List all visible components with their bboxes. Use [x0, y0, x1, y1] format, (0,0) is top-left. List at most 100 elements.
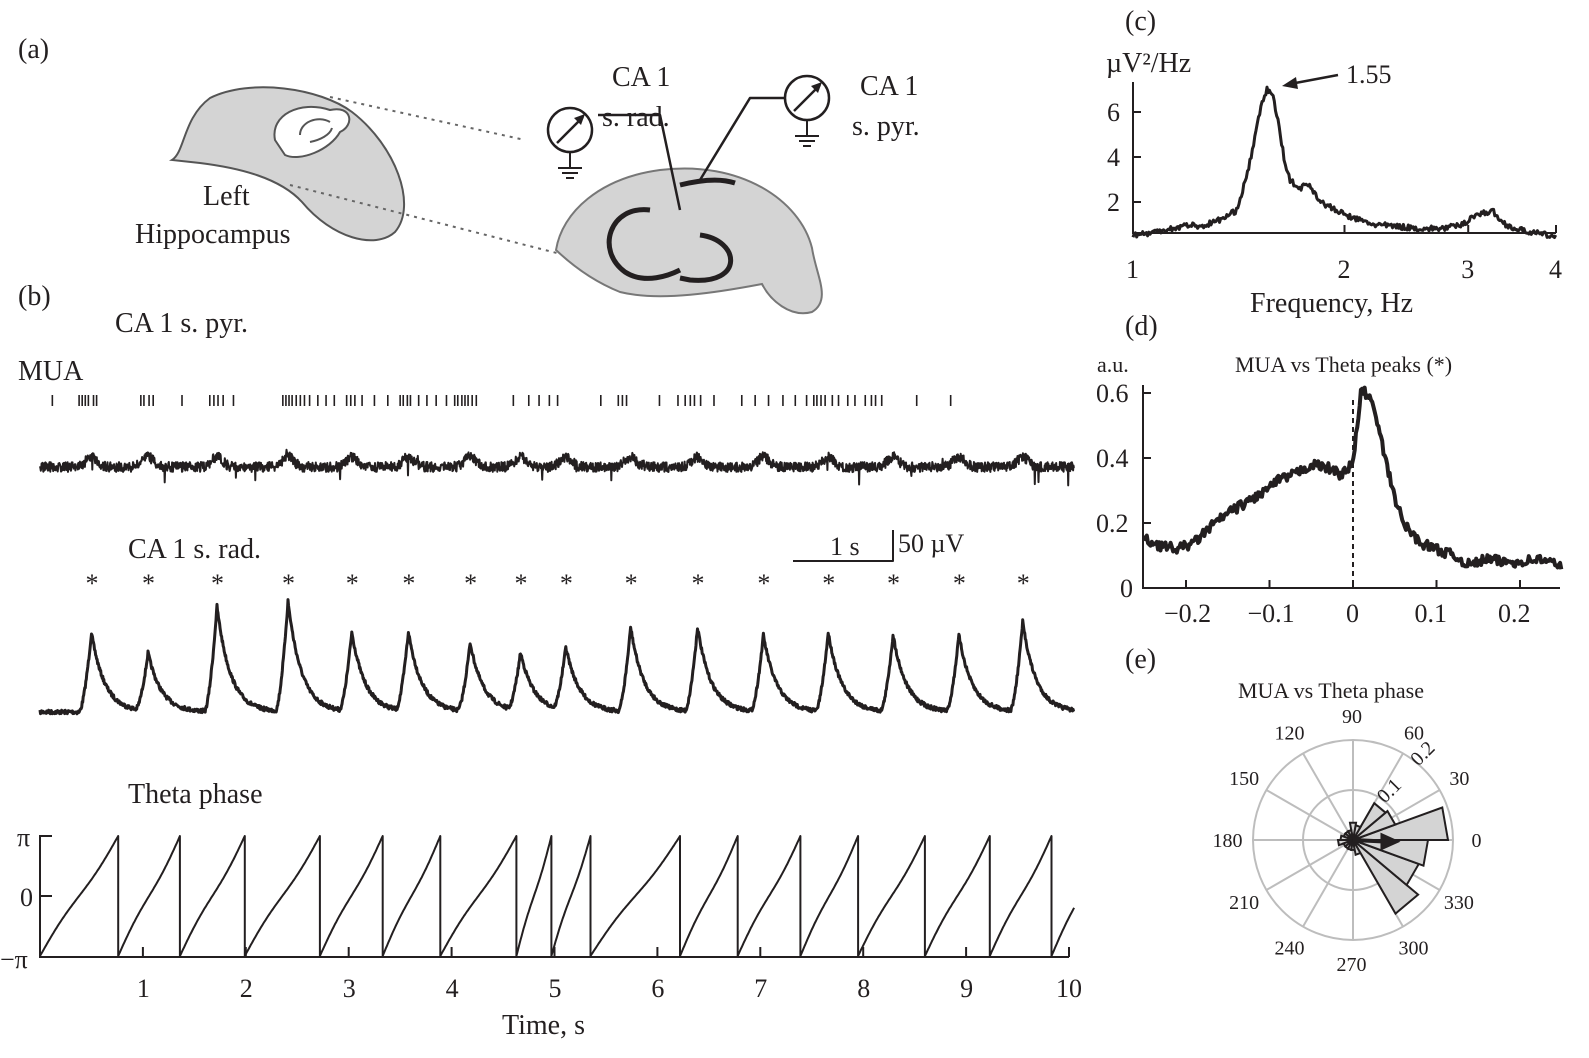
spectrum-xtick-label: 2 — [1338, 255, 1351, 284]
crosscorr-xtick-label: 0.2 — [1498, 599, 1531, 628]
polar-angle-label: 300 — [1399, 937, 1429, 959]
panel-d-label: (d) — [1125, 311, 1158, 342]
rad-lfp-trace — [38, 598, 1076, 716]
scale-bar: 1 s 50 µV — [793, 529, 964, 562]
left-label: Left — [203, 181, 250, 212]
spectrum-xtick-label: 3 — [1461, 255, 1474, 284]
theta-peak-asterisk: * — [282, 569, 295, 598]
theta-peak-asterisk: * — [692, 569, 705, 598]
crosscorr-xtick-label: −0.2 — [1164, 599, 1211, 628]
theta-peak-asterisk: * — [560, 569, 573, 598]
mua-label: MUA — [18, 356, 84, 387]
electrode-rad-label-1: CA 1 — [612, 62, 670, 93]
phase-ytick-0: 0 — [20, 883, 33, 912]
spectrum-ytick-label: 4 — [1107, 143, 1120, 172]
polar-angle-label: 90 — [1342, 706, 1362, 728]
theta-phase-trace — [39, 835, 1075, 957]
scale-time-label: 1 s — [830, 532, 860, 561]
theta-peak-asterisk: * — [757, 569, 770, 598]
polar-angle-label: 210 — [1229, 892, 1259, 914]
theta-peak-asterisk: * — [142, 569, 155, 598]
hippocampus-label: Hippocampus — [135, 219, 291, 250]
time-tick-label: 3 — [343, 974, 356, 1003]
theta-peak-markers: * * * * * * * * * * * * * * * * — [85, 569, 1029, 598]
theta-peak-asterisk: * — [953, 569, 966, 598]
polar-angle-label: 0 — [1472, 830, 1482, 852]
polar-angle-label: 240 — [1275, 937, 1305, 959]
phase-ytick-minus-pi: −π — [0, 945, 28, 974]
mean-vector-arrow-icon — [1380, 832, 1401, 851]
electrode-rad-icon — [546, 106, 594, 179]
polar-angle-label: 120 — [1275, 723, 1305, 745]
polar-angle-label: 330 — [1444, 892, 1474, 914]
crosscorr-ytick-label: 0.4 — [1096, 444, 1129, 473]
time-tick-label: 5 — [549, 974, 562, 1003]
crosscorr-xtick-label: 0.1 — [1415, 599, 1448, 628]
polar-title: MUA vs Theta phase — [1238, 678, 1424, 703]
crosscorr-ytick-label: 0.2 — [1096, 509, 1129, 538]
crosscorr-ticks: −0.2 −0.1 0 0.1 0.2 0 0.2 0.4 0.6 — [1096, 379, 1531, 628]
time-tick-label: 1 — [137, 974, 150, 1003]
polar-spoke — [1302, 752, 1354, 841]
theta-peak-asterisk: * — [515, 569, 528, 598]
phase-axis — [39, 835, 1069, 958]
polar-spoke — [1265, 789, 1354, 841]
polar-angle-label: 270 — [1337, 954, 1367, 976]
theta-peak-asterisk: * — [887, 569, 900, 598]
theta-peak-asterisk: * — [85, 569, 98, 598]
pyr-trace-title: CA 1 s. pyr. — [115, 308, 248, 339]
spectrum-xtick-label: 4 — [1549, 255, 1562, 284]
polar-angle-label: 60 — [1404, 723, 1424, 745]
electrode-pyr-icon — [783, 74, 831, 147]
theta-peak-asterisk: * — [464, 569, 477, 598]
phase-ytick-pi: π — [17, 823, 30, 852]
polar-angle-label: 30 — [1449, 768, 1469, 790]
polar-angle-label: 150 — [1229, 768, 1259, 790]
panel-e-label: (e) — [1125, 644, 1156, 675]
polar-spoke — [1265, 839, 1354, 891]
panel-b-label: (b) — [18, 281, 51, 312]
time-axis-label: Time, s — [502, 1010, 585, 1041]
crosscorr-ytick-label: 0 — [1120, 574, 1133, 603]
phase-trace-title: Theta phase — [128, 779, 263, 810]
time-axis-ticks: 1 2 3 4 5 6 7 8 9 10 — [137, 947, 1082, 1003]
theta-peak-asterisk: * — [211, 569, 224, 598]
spectrum-curve — [1131, 85, 1558, 239]
polar-bar — [1352, 801, 1388, 841]
rad-trace-title: CA 1 s. rad. — [128, 534, 261, 565]
spectrum-ticks: 1 2 3 4 2 4 6 — [1107, 98, 1562, 284]
spectrum-xlabel: Frequency, Hz — [1250, 288, 1413, 319]
crosscorr-ytick-label: 0.6 — [1096, 379, 1129, 408]
polar-spoke — [1302, 839, 1354, 928]
time-tick-label: 2 — [240, 974, 253, 1003]
time-tick-label: 7 — [754, 974, 767, 1003]
electrode-pyr-label-2: s. pyr. — [852, 111, 920, 142]
peak-arrow-icon — [1282, 73, 1339, 89]
time-tick-label: 4 — [446, 974, 459, 1003]
theta-peak-asterisk: * — [822, 569, 835, 598]
panel-a-label: (a) — [18, 34, 49, 65]
theta-peak-asterisk: * — [625, 569, 638, 598]
crosscorr-xtick-label: 0 — [1346, 599, 1359, 628]
polar-radial-label: 0.1 — [1373, 774, 1406, 807]
mua-raster — [51, 395, 952, 406]
theta-peak-asterisk: * — [1017, 569, 1030, 598]
hippocampal-slice-diagram — [554, 96, 823, 315]
spectrum-xtick-label: 1 — [1126, 255, 1139, 284]
time-tick-label: 6 — [651, 974, 664, 1003]
time-tick-label: 9 — [960, 974, 973, 1003]
crosscorr-xtick-label: −0.1 — [1248, 599, 1295, 628]
time-tick-label: 10 — [1056, 974, 1082, 1003]
peak-annotation: 1.55 — [1346, 60, 1392, 89]
crosscorr-curve — [1142, 385, 1564, 570]
electrode-rad-label-2: s. rad. — [602, 102, 670, 133]
left-hemisphere-diagram — [168, 86, 593, 263]
polar-angle-label: 180 — [1213, 830, 1243, 852]
crosscorr-title: MUA vs Theta peaks (*) — [1235, 352, 1452, 377]
electrode-pyr-label-1: CA 1 — [860, 71, 918, 102]
scale-volt-label: 50 µV — [898, 529, 964, 558]
pyr-lfp-trace — [39, 448, 1075, 487]
spectrum-ylabel: µV²/Hz — [1106, 48, 1191, 79]
